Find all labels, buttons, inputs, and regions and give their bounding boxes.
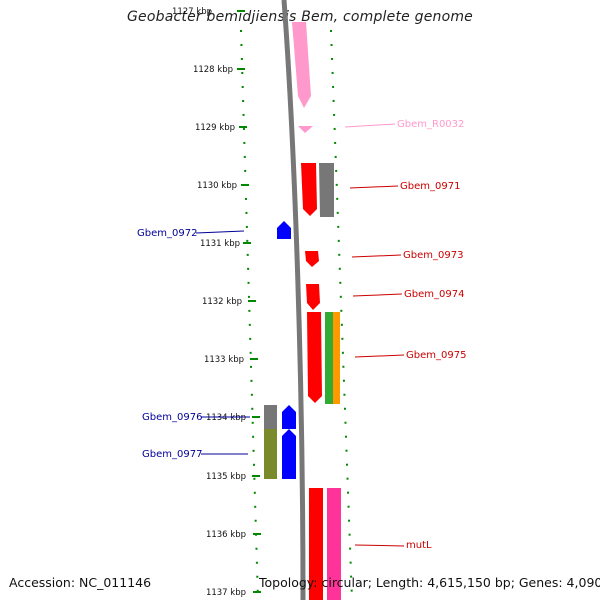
tick-label: 1128 kbp: [193, 65, 233, 75]
tick-label: 1137 kbp: [206, 588, 246, 598]
ruler-tick: 1137 kbp: [206, 588, 261, 598]
ruler-tick: 1135 kbp: [206, 472, 260, 482]
ruler-tick: 1131 kbp: [200, 239, 251, 249]
gene-label-gbem-0971[interactable]: Gbem_0971: [349, 181, 460, 192]
ruler-tick: 1136 kbp: [206, 530, 261, 540]
feature-gbem-r0032: [298, 126, 313, 133]
feature-gbem-0977: [282, 429, 296, 479]
genome-backbone: [281, 0, 306, 600]
gene-label-text[interactable]: Gbem_0975: [406, 350, 466, 361]
ruler-tick: 1130 kbp: [197, 181, 249, 191]
feature-gbem-0972: [277, 221, 291, 239]
feature-gbem-0973: [305, 251, 319, 267]
genome-title: Geobacter bemidjiensis Bem, complete gen…: [127, 9, 473, 25]
gene-label-gbem-r0032[interactable]: Gbem_R0032: [344, 119, 464, 130]
feature-gbem-0976-gray: [264, 405, 277, 429]
feature-gbem-0976: [282, 405, 296, 429]
ruler-tick: 1129 kbp: [195, 123, 247, 133]
gene-label-text[interactable]: Gbem_0974: [404, 289, 464, 300]
feature-gbem-0971-pseudo: [319, 163, 334, 217]
gene-labels: Gbem_R0032 Gbem_0971 Gbem_0972 Gbem_0973…: [137, 119, 466, 551]
feature-rna-top: [292, 22, 311, 108]
gene-label-text[interactable]: Gbem_0976: [142, 412, 202, 423]
feature-gbem-0977-olive: [264, 429, 277, 479]
tick-label: 1133 kbp: [204, 355, 244, 365]
gene-label-mutl[interactable]: mutL: [354, 540, 432, 551]
tick-label: 1136 kbp: [206, 530, 246, 540]
tick-label: 1132 kbp: [202, 297, 242, 307]
tick-label: 1131 kbp: [200, 239, 240, 249]
tick-label: 1134 kbp: [206, 413, 246, 423]
tick-label: 1130 kbp: [197, 181, 237, 191]
feature-gbem-0975-orange: [333, 312, 340, 404]
ruler-tick: 1133 kbp: [204, 355, 258, 365]
gene-label-text[interactable]: Gbem_0972: [137, 228, 197, 239]
gene-label-gbem-0973[interactable]: Gbem_0973: [351, 250, 463, 261]
feature-mutl: [309, 488, 323, 600]
feature-mutl-magenta: [327, 488, 341, 600]
gene-label-gbem-0975[interactable]: Gbem_0975: [354, 350, 466, 361]
ruler-tick: 1127 kbp: [172, 7, 245, 17]
gene-label-gbem-0977[interactable]: Gbem_0977: [142, 449, 248, 460]
tick-label: 1129 kbp: [195, 123, 235, 133]
ruler: 1127 kbp 1128 kbp 1129 kbp 1130 kbp 1131…: [172, 7, 261, 598]
gene-label-text[interactable]: Gbem_R0032: [397, 119, 464, 130]
gene-label-gbem-0976[interactable]: Gbem_0976: [142, 412, 250, 423]
gene-label-text[interactable]: mutL: [406, 540, 432, 551]
gene-label-text[interactable]: Gbem_0971: [400, 181, 460, 192]
gene-label-text[interactable]: Gbem_0973: [403, 250, 463, 261]
gene-label-text[interactable]: Gbem_0977: [142, 449, 202, 460]
genome-summary: Topology: circular; Length: 4,615,150 bp…: [259, 575, 600, 590]
feature-gbem-0975: [307, 312, 322, 403]
accession-label: Accession: NC_011146: [9, 575, 152, 590]
tick-label: 1135 kbp: [206, 472, 246, 482]
ruler-tick: 1128 kbp: [193, 65, 245, 75]
gene-label-gbem-0972[interactable]: Gbem_0972: [137, 228, 245, 239]
feature-gbem-0971: [301, 163, 317, 216]
gene-label-gbem-0974[interactable]: Gbem_0974: [352, 289, 464, 300]
feature-gbem-0975-green: [325, 312, 333, 404]
feature-gbem-0974: [306, 284, 320, 310]
ruler-tick: 1132 kbp: [202, 297, 256, 307]
ruler-tick: 1134 kbp: [206, 413, 260, 423]
features: [264, 22, 341, 600]
tick-label: 1127 kbp: [172, 7, 212, 17]
